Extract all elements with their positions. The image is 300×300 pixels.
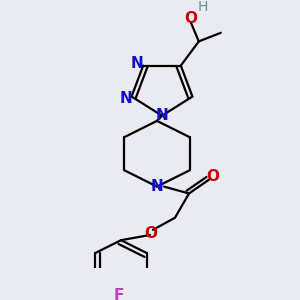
Text: N: N bbox=[119, 91, 132, 106]
Text: N: N bbox=[156, 108, 168, 123]
Text: O: O bbox=[184, 11, 197, 26]
Text: N: N bbox=[151, 179, 164, 194]
Text: N: N bbox=[131, 56, 144, 71]
Text: F: F bbox=[114, 288, 124, 300]
Text: O: O bbox=[206, 169, 220, 184]
Text: H: H bbox=[198, 0, 208, 14]
Text: O: O bbox=[145, 226, 158, 241]
